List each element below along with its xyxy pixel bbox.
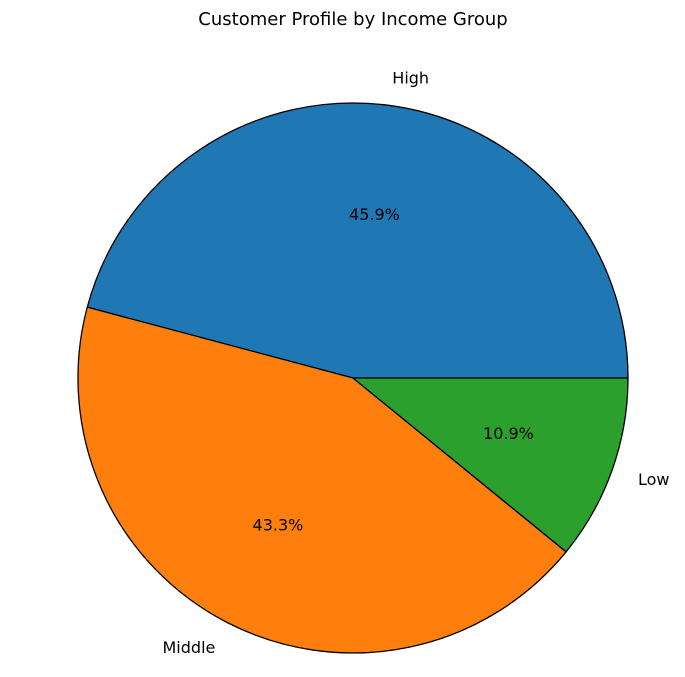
percent-label-low: 10.9% <box>483 424 534 443</box>
pie-slices <box>77 102 629 654</box>
category-label-low: Low <box>638 470 670 489</box>
pie-slice-low <box>352 377 629 553</box>
percent-label-high: 45.9% <box>349 205 400 224</box>
pie-slice-high <box>86 102 629 379</box>
category-label-middle: Middle <box>163 638 216 657</box>
pie-slice-middle <box>77 306 567 654</box>
percent-label-middle: 43.3% <box>253 515 304 534</box>
category-label-high: High <box>392 69 429 88</box>
pie-labels: 45.9% High 43.3% Middle 10.9% Low <box>163 69 670 657</box>
chart-title: Customer Profile by Income Group <box>198 9 507 30</box>
